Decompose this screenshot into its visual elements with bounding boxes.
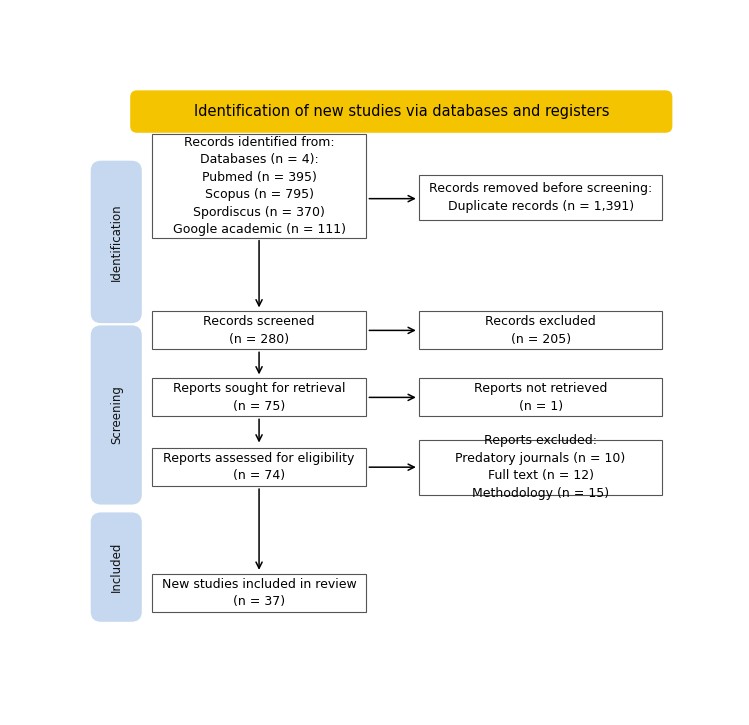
Text: Included: Included [110,542,123,592]
Text: Screening: Screening [110,386,123,444]
Text: Identification of new studies via databases and registers: Identification of new studies via databa… [193,104,609,119]
Text: Reports excluded:
Predatory journals (n = 10)
Full text (n = 12)
Methodology (n : Reports excluded: Predatory journals (n … [455,434,625,500]
Text: New studies included in review
(n = 37): New studies included in review (n = 37) [162,578,357,608]
FancyBboxPatch shape [151,573,366,612]
FancyBboxPatch shape [130,91,673,133]
Text: Identification: Identification [110,203,123,281]
Text: Reports not retrieved
(n = 1): Reports not retrieved (n = 1) [474,382,607,413]
FancyBboxPatch shape [419,312,662,349]
FancyBboxPatch shape [91,326,142,505]
FancyBboxPatch shape [151,448,366,486]
FancyBboxPatch shape [151,134,366,238]
Text: Records screened
(n = 280): Records screened (n = 280) [203,315,315,346]
Text: Reports assessed for eligibility
(n = 74): Reports assessed for eligibility (n = 74… [163,452,355,482]
FancyBboxPatch shape [91,513,142,622]
FancyBboxPatch shape [419,378,662,416]
FancyBboxPatch shape [151,312,366,349]
FancyBboxPatch shape [419,440,662,494]
FancyBboxPatch shape [151,378,366,416]
Text: Reports sought for retrieval
(n = 75): Reports sought for retrieval (n = 75) [173,382,345,413]
Text: Records excluded
(n = 205): Records excluded (n = 205) [485,315,596,346]
FancyBboxPatch shape [91,161,142,323]
FancyBboxPatch shape [419,175,662,220]
Text: Records removed before screening:
Duplicate records (n = 1,391): Records removed before screening: Duplic… [429,182,652,212]
Text: Records identified from:
Databases (n = 4):
Pubmed (n = 395)
Scopus (n = 795)
Sp: Records identified from: Databases (n = … [172,136,345,236]
